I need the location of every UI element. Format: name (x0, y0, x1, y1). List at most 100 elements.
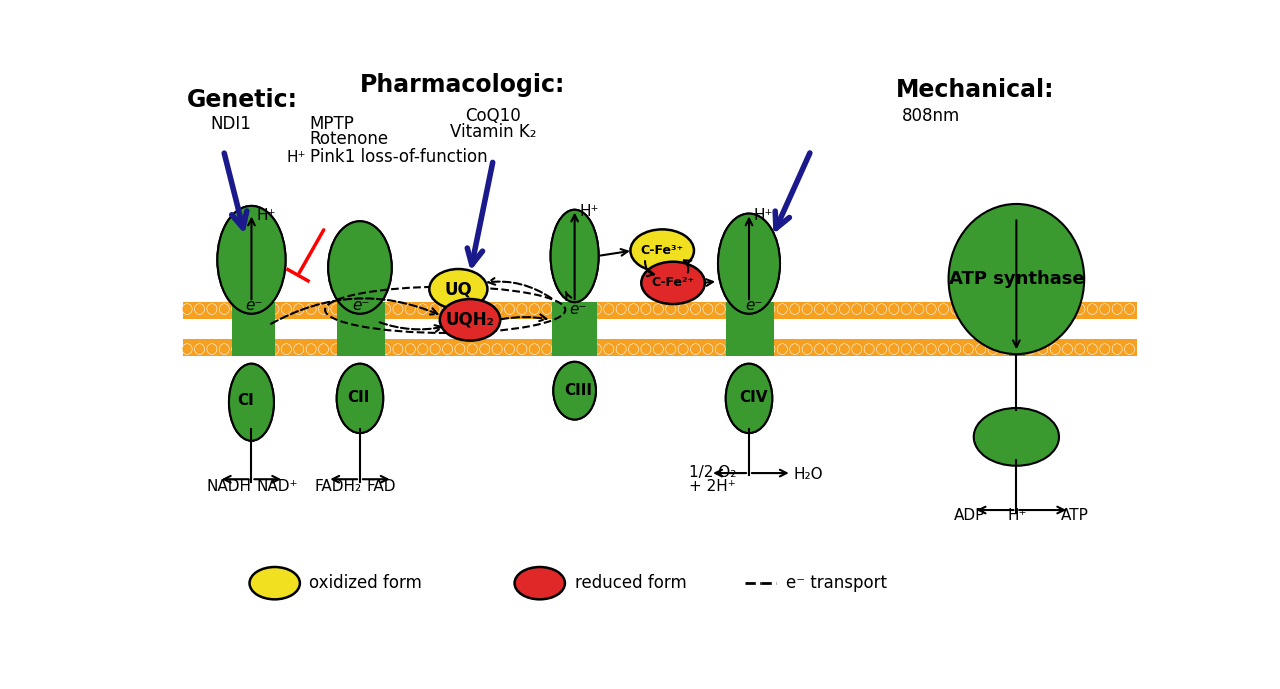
Ellipse shape (1075, 344, 1085, 354)
Ellipse shape (678, 304, 689, 314)
Ellipse shape (1087, 344, 1097, 354)
Text: e⁻: e⁻ (570, 302, 586, 317)
Ellipse shape (616, 344, 626, 354)
Ellipse shape (765, 304, 774, 314)
Ellipse shape (666, 304, 676, 314)
Ellipse shape (678, 344, 689, 354)
Text: Pharmacologic:: Pharmacologic: (360, 73, 564, 97)
Ellipse shape (814, 344, 824, 354)
Text: MPTP: MPTP (310, 115, 355, 133)
Ellipse shape (219, 304, 229, 314)
Ellipse shape (1050, 304, 1060, 314)
Ellipse shape (567, 344, 576, 354)
Ellipse shape (553, 362, 596, 420)
Ellipse shape (232, 344, 242, 354)
Ellipse shape (975, 344, 986, 354)
Ellipse shape (282, 344, 292, 354)
Ellipse shape (406, 344, 416, 354)
Ellipse shape (1012, 304, 1023, 314)
Ellipse shape (604, 304, 614, 314)
Ellipse shape (328, 221, 392, 313)
Ellipse shape (218, 206, 285, 313)
Ellipse shape (1050, 344, 1060, 354)
Text: Vitamin K₂: Vitamin K₂ (451, 123, 536, 141)
Ellipse shape (851, 304, 861, 314)
Ellipse shape (728, 344, 737, 354)
Ellipse shape (550, 209, 599, 302)
Ellipse shape (631, 229, 694, 271)
Ellipse shape (380, 304, 390, 314)
Ellipse shape (332, 344, 340, 354)
Text: NDI1: NDI1 (210, 115, 251, 133)
Ellipse shape (567, 304, 576, 314)
Ellipse shape (343, 304, 353, 314)
Text: FAD: FAD (366, 479, 396, 494)
Ellipse shape (306, 304, 316, 314)
Ellipse shape (195, 344, 205, 354)
Ellipse shape (753, 304, 763, 314)
Text: UQ: UQ (444, 280, 472, 298)
Text: CIII: CIII (563, 382, 591, 398)
Ellipse shape (541, 344, 552, 354)
Ellipse shape (753, 344, 763, 354)
Ellipse shape (306, 344, 316, 354)
Ellipse shape (827, 344, 837, 354)
Ellipse shape (888, 344, 899, 354)
Ellipse shape (988, 344, 998, 354)
Text: UQH₂: UQH₂ (445, 311, 494, 329)
Ellipse shape (417, 344, 428, 354)
Bar (183, 302, 1137, 356)
Ellipse shape (467, 304, 477, 314)
Ellipse shape (492, 344, 502, 354)
Ellipse shape (207, 344, 218, 354)
Bar (1010, 302, 1025, 356)
Ellipse shape (182, 344, 192, 354)
Ellipse shape (1112, 304, 1123, 314)
Ellipse shape (901, 304, 911, 314)
Ellipse shape (337, 364, 383, 433)
Ellipse shape (964, 304, 973, 314)
Text: C-Fe²⁺: C-Fe²⁺ (652, 276, 695, 289)
Ellipse shape (616, 304, 626, 314)
Ellipse shape (948, 204, 1084, 354)
Ellipse shape (877, 344, 887, 354)
Text: 1/2 O₂: 1/2 O₂ (689, 465, 736, 480)
Ellipse shape (256, 344, 266, 354)
Ellipse shape (653, 304, 663, 314)
Ellipse shape (282, 304, 292, 314)
Ellipse shape (554, 344, 564, 354)
Text: H⁺: H⁺ (580, 204, 599, 219)
Ellipse shape (914, 304, 924, 314)
Ellipse shape (356, 304, 366, 314)
Ellipse shape (440, 299, 500, 340)
Text: H⁺: H⁺ (287, 150, 306, 165)
Ellipse shape (827, 304, 837, 314)
Ellipse shape (530, 304, 539, 314)
Ellipse shape (550, 209, 599, 302)
Ellipse shape (840, 304, 850, 314)
Ellipse shape (541, 304, 552, 314)
Ellipse shape (927, 344, 936, 354)
Ellipse shape (1038, 344, 1048, 354)
Ellipse shape (504, 304, 515, 314)
Ellipse shape (1100, 344, 1110, 354)
Ellipse shape (653, 344, 663, 354)
Ellipse shape (293, 344, 303, 354)
Ellipse shape (901, 344, 911, 354)
Ellipse shape (1001, 344, 1011, 354)
Ellipse shape (380, 344, 390, 354)
Text: NAD⁺: NAD⁺ (256, 479, 298, 494)
Bar (552, 302, 596, 356)
Ellipse shape (218, 206, 285, 313)
Ellipse shape (591, 344, 602, 354)
Ellipse shape (1125, 304, 1134, 314)
Ellipse shape (579, 304, 589, 314)
Ellipse shape (1012, 344, 1023, 354)
Ellipse shape (716, 344, 726, 354)
Ellipse shape (851, 344, 861, 354)
Ellipse shape (332, 304, 340, 314)
Text: H⁺: H⁺ (1007, 508, 1027, 523)
Ellipse shape (467, 344, 477, 354)
Ellipse shape (406, 304, 416, 314)
Ellipse shape (319, 344, 329, 354)
